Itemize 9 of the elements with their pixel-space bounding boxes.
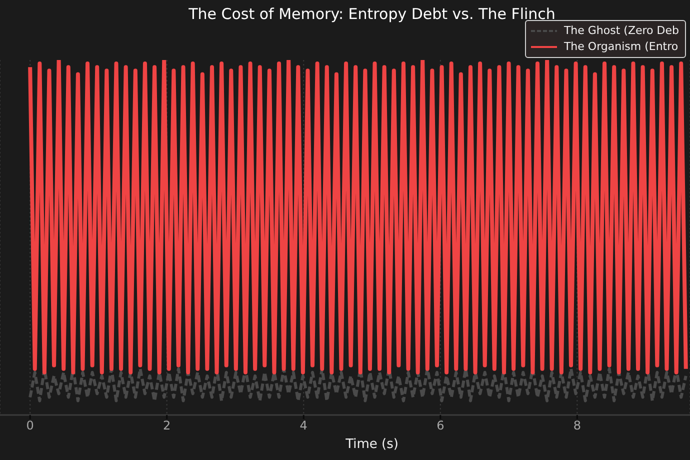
x-tick-label: 0 bbox=[26, 418, 34, 433]
legend-label: The Organism (Entro bbox=[564, 39, 678, 55]
x-tick-label: 6 bbox=[436, 418, 444, 433]
x-axis-title: Time (s) bbox=[344, 437, 398, 452]
x-tick-label: 8 bbox=[573, 418, 581, 433]
legend-label: The Ghost (Zero Deb bbox=[564, 23, 679, 39]
x-tick-label: 2 bbox=[163, 418, 171, 433]
x-tick-label: 4 bbox=[300, 418, 308, 433]
chart-title: The Cost of Memory: Entropy Debt vs. The Flinch bbox=[188, 5, 556, 23]
